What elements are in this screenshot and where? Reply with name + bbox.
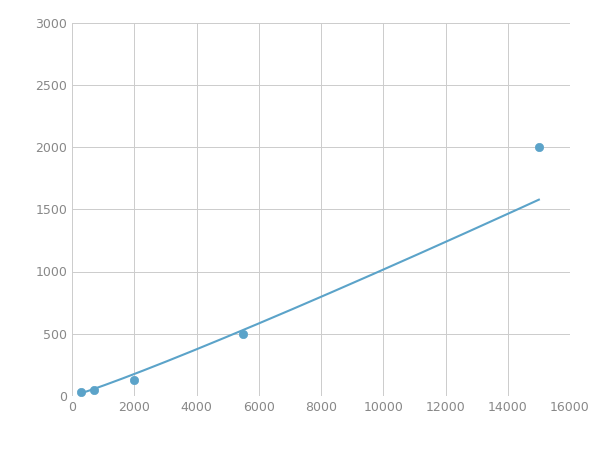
Point bbox=[89, 386, 98, 393]
Point bbox=[534, 144, 544, 151]
Point bbox=[77, 389, 86, 396]
Point bbox=[238, 330, 248, 338]
Point bbox=[130, 377, 139, 384]
